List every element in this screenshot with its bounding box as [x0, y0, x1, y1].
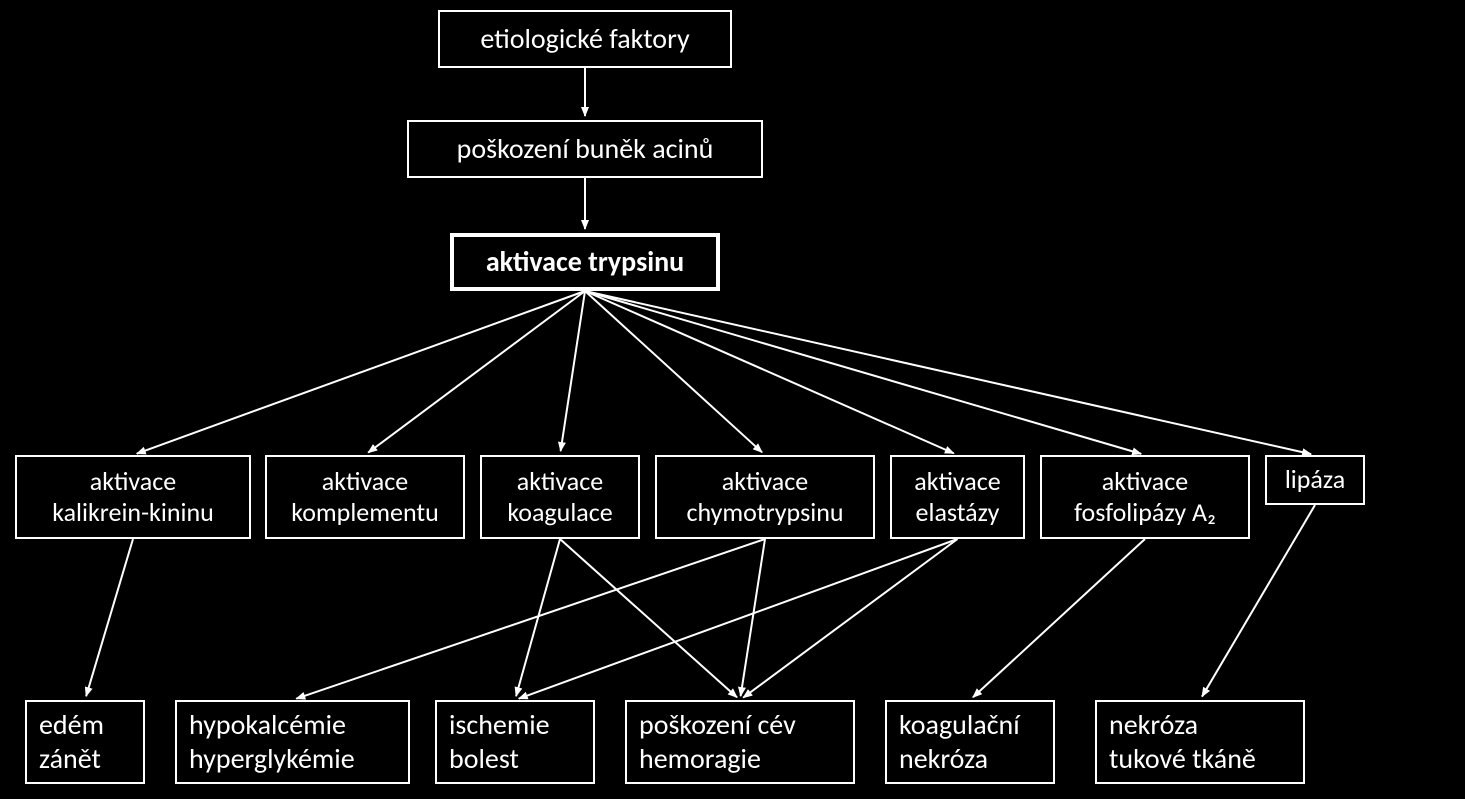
node-n13: ischemie bolest — [435, 700, 595, 784]
node-n5: aktivace komplementu — [265, 455, 465, 539]
edge-n3-n7 — [585, 291, 762, 452]
node-n11: edém zánět — [25, 700, 145, 784]
node-n14: poškození cév hemoragie — [625, 700, 855, 784]
edge-n6-n14 — [560, 539, 737, 697]
node-n15: koagulační nekróza — [885, 700, 1055, 784]
node-n2: poškození buněk acinů — [407, 120, 763, 178]
edge-n8-n14 — [743, 539, 957, 698]
node-n12: hypokalcémie hyperglykémie — [175, 700, 410, 784]
edge-n3-n8 — [585, 291, 954, 453]
edge-n7-n14 — [741, 539, 765, 696]
node-n4: aktivace kalikrein-kininu — [15, 455, 251, 539]
node-n8: aktivace elastázy — [890, 455, 1025, 539]
edge-n4-n11 — [86, 539, 133, 696]
edge-n8-n13 — [519, 539, 958, 699]
edge-n9-n15 — [973, 539, 1145, 697]
node-n9: aktivace fosfolipázy A₂ — [1040, 455, 1250, 539]
edge-n3-n9 — [585, 291, 1141, 454]
edge-n6-n13 — [516, 539, 560, 696]
node-n1: etiologické faktory — [438, 10, 732, 68]
node-n7: aktivace chymotrypsinu — [655, 455, 875, 539]
node-n6: aktivace koagulace — [480, 455, 640, 539]
node-n16: nekróza tukové tkáně — [1095, 700, 1305, 784]
edge-n3-n5 — [368, 291, 585, 453]
node-n10: lipáza — [1265, 455, 1365, 505]
edge-n3-n6 — [561, 291, 585, 451]
node-n3: aktivace trypsinu — [450, 233, 720, 291]
edge-n3-n4 — [137, 291, 585, 454]
edge-n3-n10 — [585, 291, 1311, 454]
edge-n7-n12 — [296, 539, 765, 699]
